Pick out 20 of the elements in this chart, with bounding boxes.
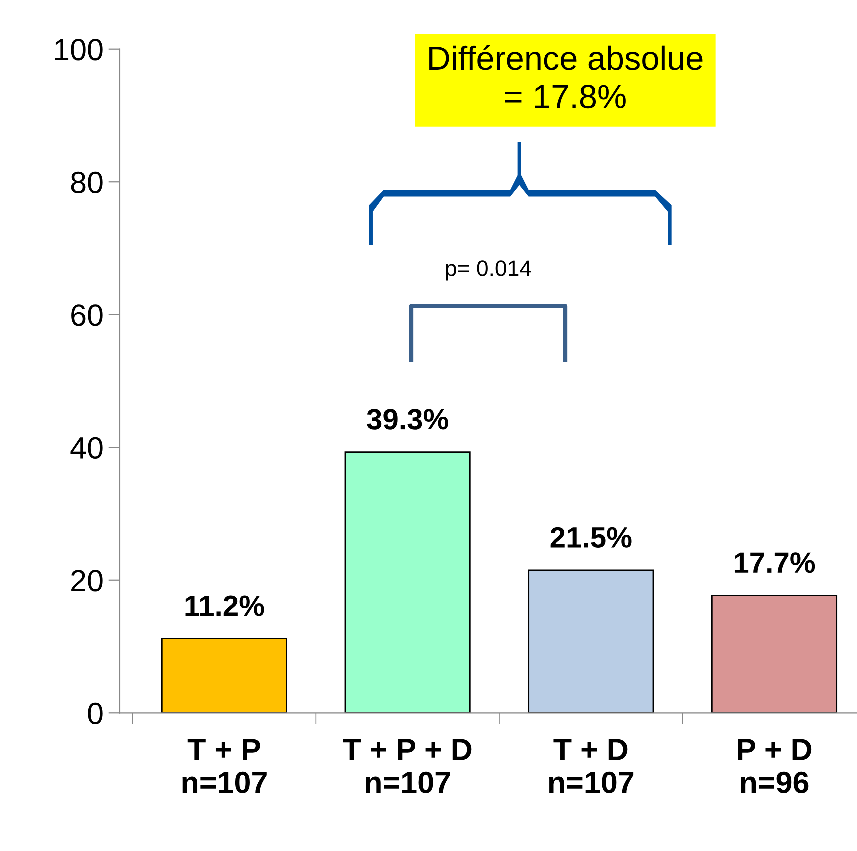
annotation: p= 0.014 xyxy=(446,260,532,281)
x-tick-label: T + P n=107 xyxy=(182,739,267,794)
y-tick-label: 100 xyxy=(55,39,103,61)
data-label: 39.3% xyxy=(367,409,448,430)
bar xyxy=(161,638,288,714)
bar xyxy=(711,594,838,714)
data-label: 17.7% xyxy=(734,552,816,574)
y-tick-label: 60 xyxy=(72,304,103,326)
x-tick-label: T + P + D n=107 xyxy=(343,739,472,794)
x-tick-label: T + D n=107 xyxy=(549,739,634,794)
y-tick-label: 80 xyxy=(71,172,103,194)
data-label: 21.5% xyxy=(550,527,632,548)
x-tick-label: P + D n=96 xyxy=(738,739,812,794)
data-label: 11.2% xyxy=(186,596,264,616)
bar xyxy=(528,570,654,714)
y-tick-label: 0 xyxy=(88,702,103,725)
bar xyxy=(344,452,471,714)
annotation: Différence absolue = 17.8% xyxy=(430,45,703,109)
y-tick-label: 40 xyxy=(70,437,103,459)
y-tick-label: 20 xyxy=(72,570,103,592)
